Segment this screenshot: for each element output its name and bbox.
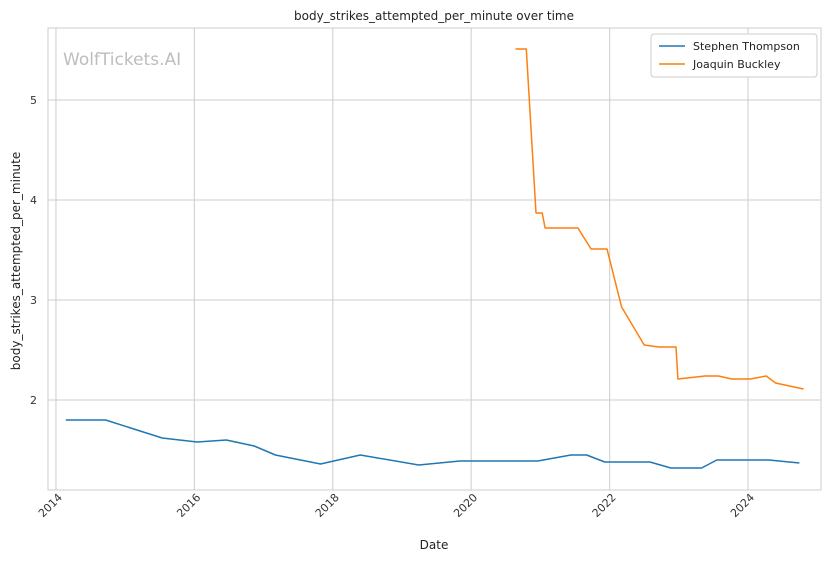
y-tick-label: 2 — [30, 394, 37, 407]
legend-box — [650, 33, 818, 78]
series-lines — [65, 48, 804, 469]
y-tick-label: 4 — [30, 194, 37, 207]
x-tick-label: 2018 — [313, 491, 342, 520]
y-axis-label: body_strikes_attempted_per_minute — [9, 152, 23, 370]
legend: Stephen Thompson Joaquin Buckley — [650, 33, 818, 78]
x-axis-label: Date — [420, 538, 449, 552]
series-line-joaquin-buckley — [515, 48, 804, 390]
y-tick-label: 3 — [30, 294, 37, 307]
y-axis-ticks: 2 3 4 5 — [30, 94, 37, 407]
plot-frame — [47, 27, 822, 491]
series-line-stephen-thompson — [65, 419, 800, 469]
x-tick-label: 2014 — [36, 491, 65, 520]
grid-lines — [48, 28, 821, 490]
x-axis-ticks: 2014 2016 2018 2020 2022 2024 — [36, 491, 757, 520]
x-tick-label: 2020 — [451, 491, 480, 520]
watermark-text: WolfTickets.AI — [63, 50, 181, 70]
legend-label-stephen-thompson: Stephen Thompson — [693, 40, 800, 53]
x-tick-label: 2024 — [728, 491, 757, 520]
legend-label-joaquin-buckley: Joaquin Buckley — [692, 58, 781, 71]
chart-title: body_strikes_attempted_per_minute over t… — [294, 9, 574, 23]
y-tick-label: 5 — [30, 94, 37, 107]
x-tick-label: 2022 — [590, 491, 619, 520]
x-tick-label: 2016 — [174, 491, 203, 520]
